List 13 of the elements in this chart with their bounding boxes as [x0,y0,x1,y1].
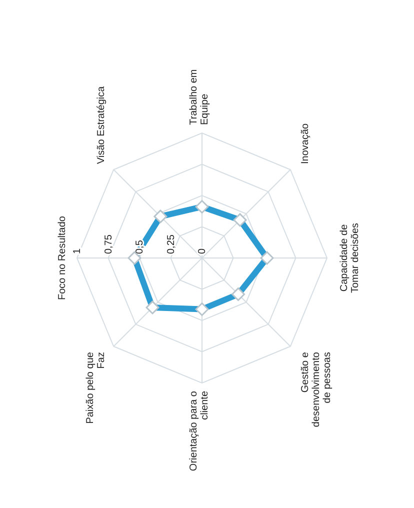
y-tick-label: 1 [72,248,83,254]
spoke-label: Capacidade de Tomar decisões [339,222,361,294]
spoke-label: Paixão pelo que Faz [84,352,107,424]
spoke-label: Gestão e desenvolvimento de pessoas [300,352,334,428]
y-tick-label: 0 [197,248,208,254]
spoke-label: Foco no Resultado [57,216,68,300]
y-tick-label: 0,75 [103,234,114,254]
y-tick-label: 0,25 [166,234,177,254]
spoke-label: Orientação para o cliente [188,390,210,472]
y-tick-label: 0,5 [134,240,146,254]
spoke-label: Visão Estratégica [96,86,107,164]
spoke-label: Trabalho em Equipe [188,69,210,125]
spoke-label: Inovação [300,122,312,164]
